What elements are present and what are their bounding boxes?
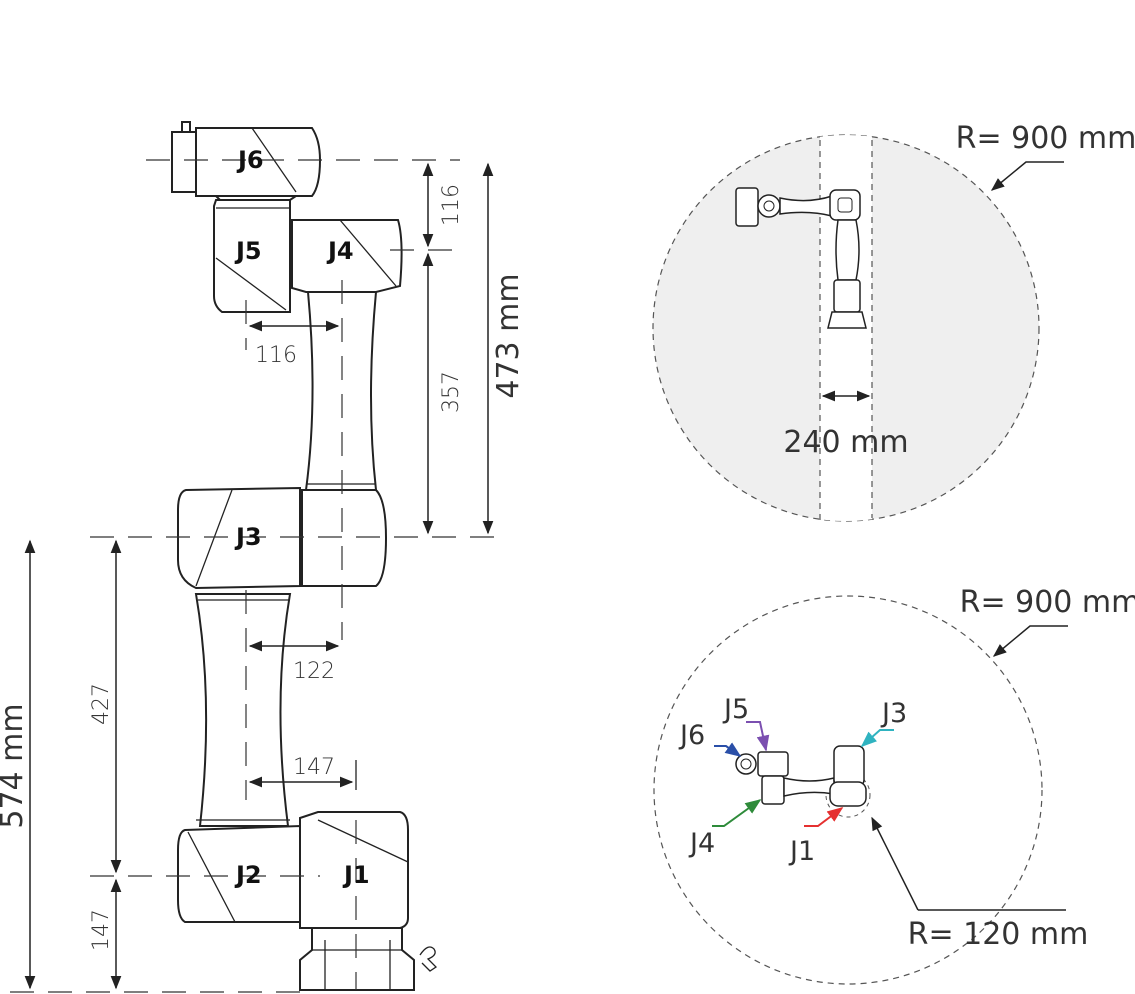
dim-147-horizontal: 147 — [293, 755, 335, 780]
plan-workspace-circle — [653, 595, 1043, 985]
top-radius-label: R= 900 mm — [956, 121, 1135, 156]
j5-label: J5 — [234, 237, 262, 265]
plan-j3-label: J3 — [880, 698, 907, 729]
top-view: 240 mm R= 900 mm — [652, 121, 1135, 522]
plan-view: J6 J5 J3 J4 J1 R= 900 mm R= 120 mm — [653, 585, 1135, 985]
j3-outer-housing — [301, 489, 388, 587]
plan-inner-radius-label: R= 120 mm — [908, 917, 1089, 952]
robot-base — [299, 927, 438, 991]
restricted-strip — [820, 135, 872, 521]
j2-housing — [177, 824, 301, 923]
dim-122: 122 — [293, 659, 335, 684]
j1-housing — [299, 811, 409, 929]
plan-radius-label: R= 900 mm — [960, 585, 1135, 620]
j4-housing — [291, 219, 403, 293]
dim-116-horizontal: 116 — [255, 343, 297, 368]
dim-357: 357 — [439, 371, 464, 413]
j6-label: J6 — [236, 146, 264, 174]
dim-116-vertical: 116 — [439, 184, 464, 226]
plan-inner-circle — [825, 772, 871, 818]
gap-label: 240 mm — [783, 425, 908, 460]
plan-j1-label: J1 — [788, 836, 815, 867]
plan-view-robot — [735, 745, 867, 807]
plan-j5-label: J5 — [722, 694, 749, 725]
dim-427: 427 — [89, 683, 114, 725]
j1-label: J1 — [342, 861, 370, 889]
tool-flange — [171, 131, 197, 193]
top-view-robot — [735, 187, 867, 329]
side-view: J6 J5 J4 J3 J2 J1 116 357 473 mm 116 122… — [0, 121, 526, 993]
tool-pin — [181, 121, 191, 133]
j3-housing — [177, 486, 301, 590]
j2-label: J2 — [234, 861, 262, 889]
dim-574: 574 mm — [0, 703, 30, 828]
plan-j6-label: J6 — [678, 720, 705, 751]
plan-j4-label: J4 — [688, 828, 715, 859]
j3-label: J3 — [234, 523, 262, 551]
dim-473: 473 mm — [491, 273, 526, 398]
lower-link — [194, 593, 292, 827]
dim-147-vertical: 147 — [89, 909, 114, 951]
j5-housing — [213, 199, 291, 313]
j4-label: J4 — [326, 237, 354, 265]
upper-link — [304, 291, 378, 491]
